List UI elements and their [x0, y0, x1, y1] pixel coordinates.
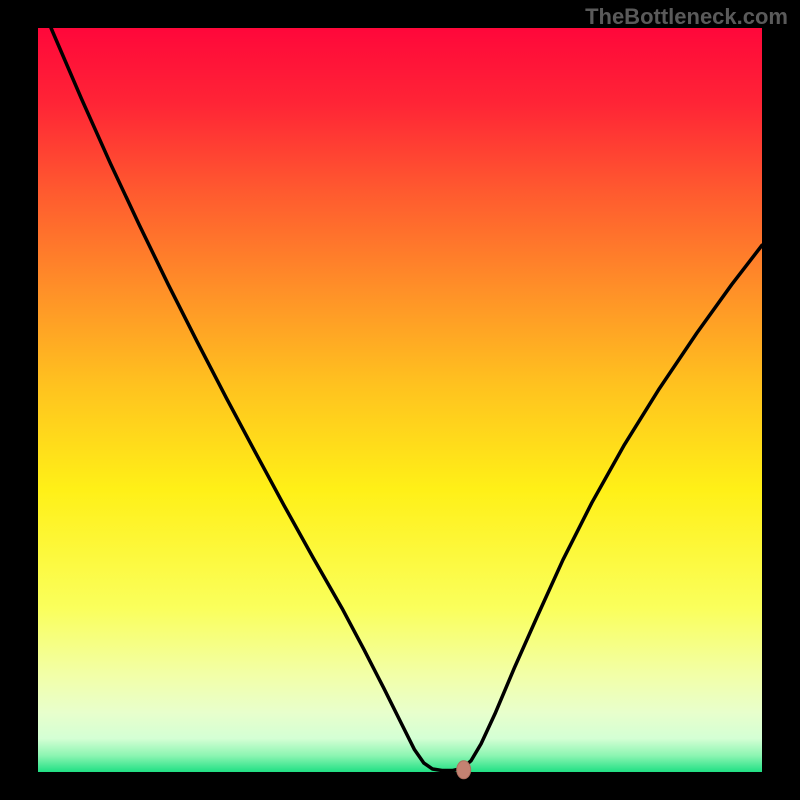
watermark-text: TheBottleneck.com: [585, 4, 788, 30]
optimum-marker: [457, 761, 471, 779]
bottleneck-chart: [0, 0, 800, 800]
